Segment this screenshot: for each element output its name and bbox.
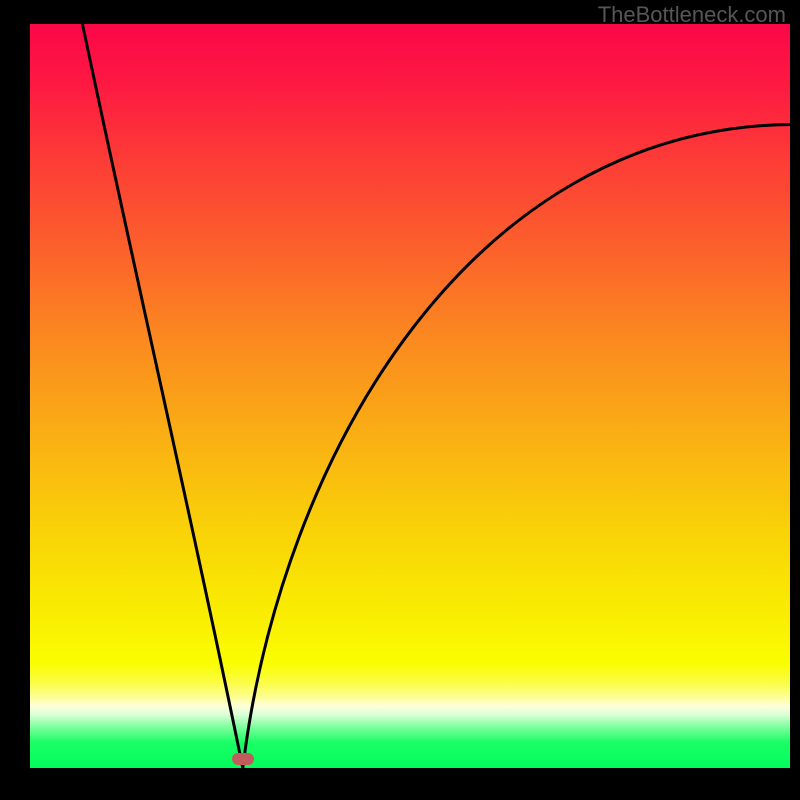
bottleneck-curve bbox=[0, 0, 800, 800]
chart-container: TheBottleneck.com bbox=[0, 0, 800, 800]
watermark-text: TheBottleneck.com bbox=[598, 2, 786, 28]
v-curve-path bbox=[82, 24, 790, 768]
optimal-point-marker bbox=[232, 753, 254, 765]
